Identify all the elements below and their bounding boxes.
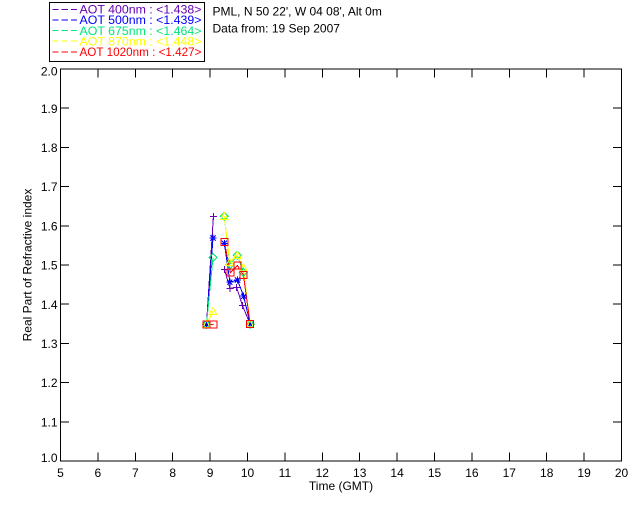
svg-text:Time (GMT): Time (GMT): [309, 479, 373, 493]
svg-text:AOT 675nm : <1.464>: AOT 675nm : <1.464>: [80, 24, 202, 38]
svg-text:AOT 400nm : <1.438>: AOT 400nm : <1.438>: [80, 3, 202, 17]
svg-text:18: 18: [540, 466, 554, 480]
svg-text:12: 12: [316, 466, 330, 480]
svg-text:AOT 870nm : <1.448>: AOT 870nm : <1.448>: [80, 34, 202, 48]
svg-text:1.9: 1.9: [41, 102, 58, 116]
svg-text:20: 20: [615, 466, 629, 480]
svg-text:1.4: 1.4: [41, 298, 58, 312]
svg-text:7: 7: [132, 466, 139, 480]
svg-text:9: 9: [207, 466, 214, 480]
svg-text:1.2: 1.2: [41, 376, 58, 390]
svg-text:13: 13: [353, 466, 367, 480]
svg-text:AOT 1020nm : <1.427>: AOT 1020nm : <1.427>: [80, 45, 202, 59]
svg-text:17: 17: [503, 466, 517, 480]
svg-text:Data from: 19 Sep 2007: Data from: 19 Sep 2007: [213, 21, 341, 35]
svg-text:Real Part of Refractive index: Real Part of Refractive index: [21, 189, 35, 342]
svg-text:14: 14: [390, 466, 404, 480]
svg-text:1.3: 1.3: [41, 337, 58, 351]
svg-text:19: 19: [577, 466, 591, 480]
svg-text:1.7: 1.7: [41, 180, 58, 194]
svg-text:2.0: 2.0: [41, 65, 58, 79]
svg-text:AOT 500nm : <1.439>: AOT 500nm : <1.439>: [80, 13, 202, 27]
svg-text:1.1: 1.1: [41, 415, 58, 429]
svg-text:15: 15: [428, 466, 442, 480]
svg-text:16: 16: [465, 466, 479, 480]
svg-text:1.5: 1.5: [41, 259, 58, 273]
svg-text:8: 8: [169, 466, 176, 480]
svg-text:11: 11: [279, 466, 292, 480]
svg-text:1.6: 1.6: [41, 219, 58, 233]
svg-text:6: 6: [95, 466, 102, 480]
svg-text:1.0: 1.0: [41, 451, 58, 465]
svg-text:5: 5: [57, 466, 64, 480]
svg-text:1.8: 1.8: [41, 141, 58, 155]
svg-text:10: 10: [241, 466, 255, 480]
svg-text:PML, N 50 22', W 04 08', Alt 0: PML, N 50 22', W 04 08', Alt 0m: [213, 4, 382, 18]
